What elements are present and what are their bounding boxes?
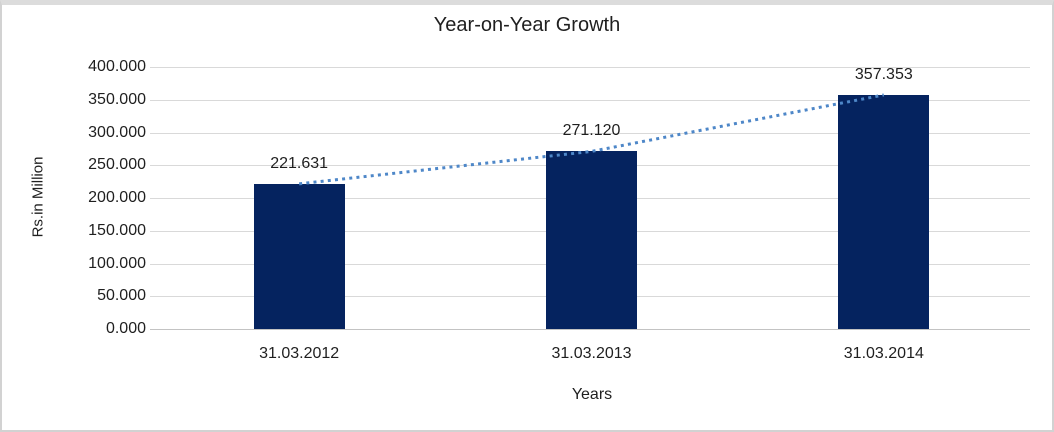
x-axis-line — [150, 329, 1030, 330]
y-tick-label: 300.000 — [88, 123, 146, 141]
y-tick-label: 250.000 — [88, 156, 146, 174]
bar-value-label: 271.120 — [562, 122, 621, 140]
y-tick-label: 100.000 — [88, 254, 146, 272]
gridline — [150, 67, 1030, 68]
y-tick-label: 400.000 — [88, 58, 146, 75]
y-tick-label: 50.000 — [97, 287, 146, 305]
bar — [838, 94, 930, 329]
chart-title: Year-on-Year Growth — [433, 14, 621, 36]
bar — [253, 183, 345, 329]
y-axis-title: Rs.in Million — [29, 156, 47, 238]
x-tick-label: 31.03.2012 — [259, 345, 340, 362]
bar-value-label: 221.631 — [270, 154, 329, 172]
x-axis-title: Years — [571, 386, 613, 403]
y-tick-label: 350.000 — [88, 90, 146, 108]
y-tick-label: 200.000 — [88, 189, 146, 206]
y-tick-label: 150.000 — [88, 221, 146, 239]
bar — [546, 151, 637, 329]
bar-value-label: 357.353 — [854, 65, 913, 83]
y-tick-label: 0.000 — [105, 320, 146, 337]
x-tick-label: 31.03.2014 — [843, 345, 924, 362]
x-tick-label: 31.03.2013 — [551, 345, 632, 362]
